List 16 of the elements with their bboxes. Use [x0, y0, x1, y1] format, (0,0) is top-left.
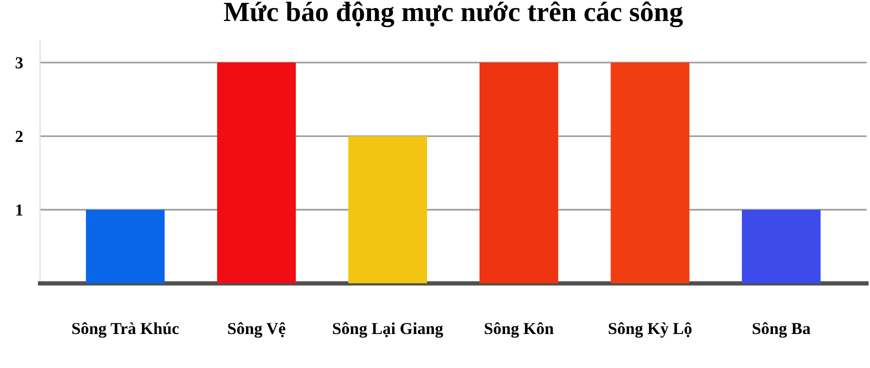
- y-tick-label: 2: [16, 130, 23, 142]
- chart-title: Mức báo động mực nước trên các sông: [224, 1, 683, 28]
- bar: [742, 210, 821, 284]
- x-tick-label: Sông Trà Khúc: [72, 322, 179, 338]
- x-tick-label: Sông Ba: [752, 322, 810, 338]
- bar: [480, 62, 558, 284]
- bar: [86, 210, 165, 284]
- x-tick-label: Sông Vệ: [228, 322, 286, 338]
- x-tick-label: Sông Lại Giang: [332, 322, 444, 338]
- bar: [610, 62, 690, 284]
- bar: [217, 62, 296, 284]
- x-tick-label: Sông Kỳ Lộ: [608, 322, 692, 338]
- bar: [348, 136, 428, 284]
- x-tick-label: Sông Kôn: [484, 322, 554, 338]
- y-tick-label: 3: [16, 57, 23, 69]
- y-tick-label: 1: [16, 204, 22, 216]
